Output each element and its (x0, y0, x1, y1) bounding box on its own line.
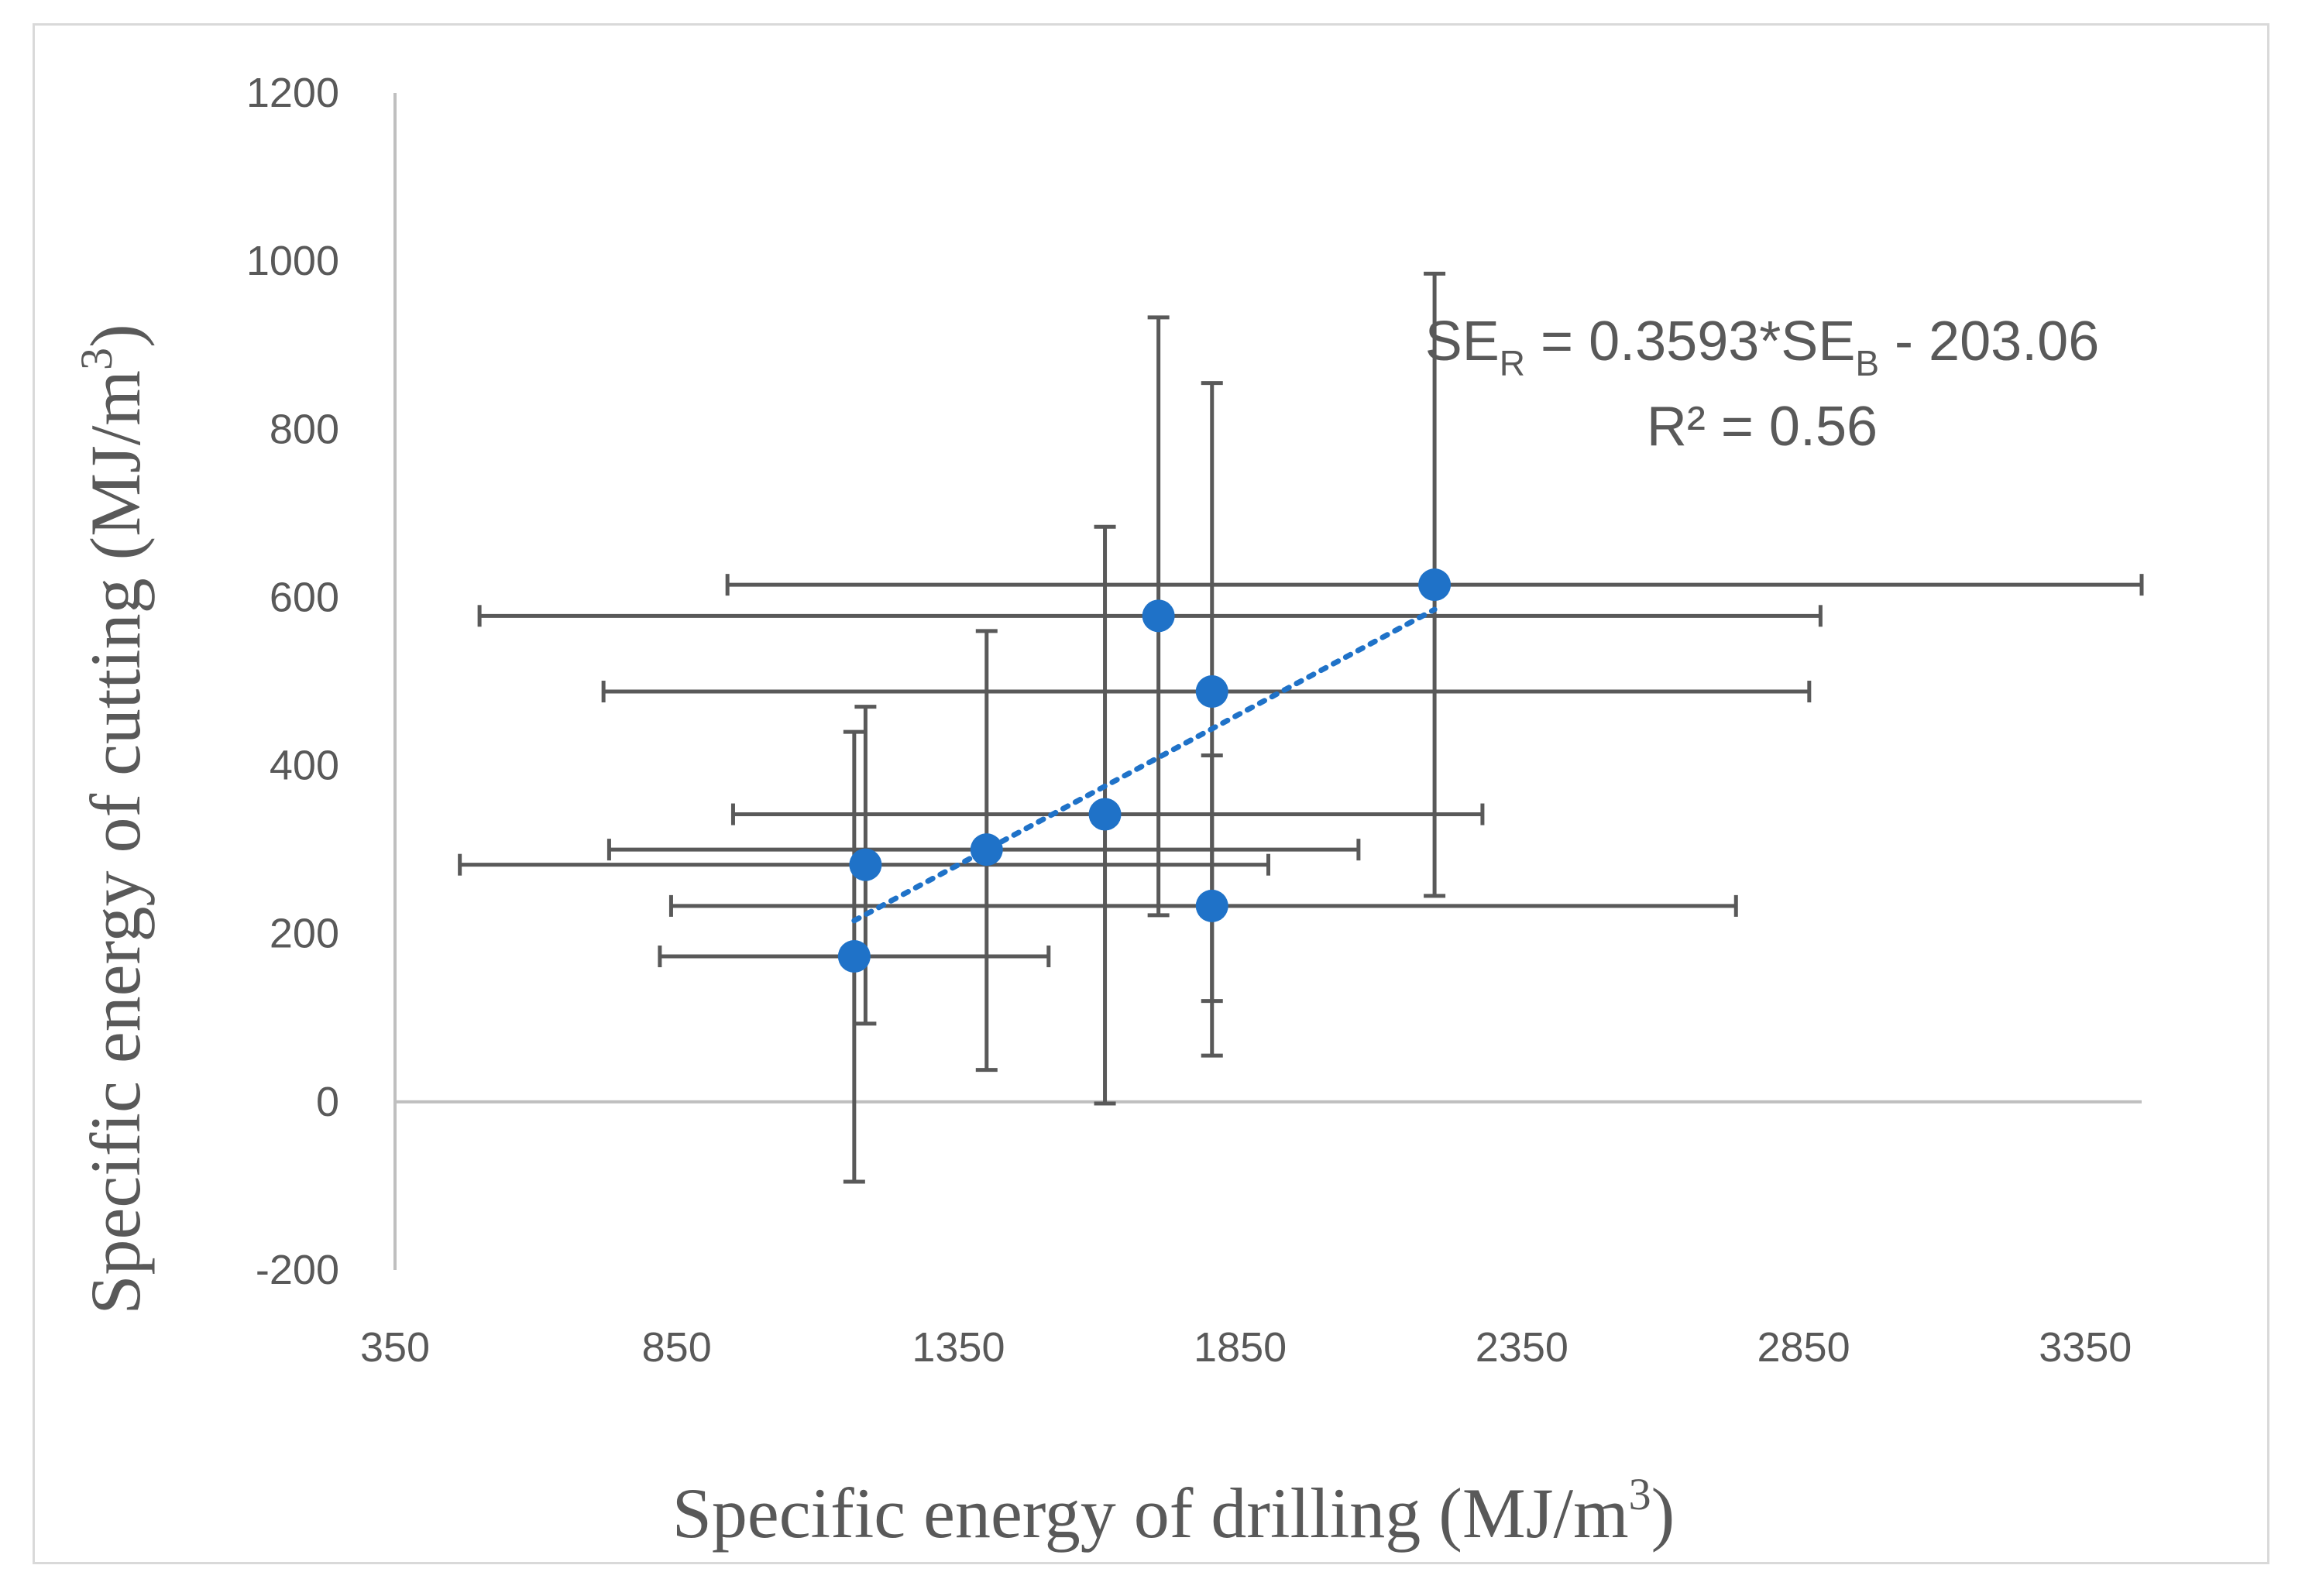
y-tick-label: 400 (270, 743, 339, 789)
y-tick-label: 200 (270, 911, 339, 957)
x-tick-label: 1350 (912, 1324, 1005, 1371)
r-squared-label: R² = 0.56 (1647, 396, 1878, 458)
x-axis-title: Specific energy of drilling (MJ/m3) (672, 1469, 1675, 1553)
axes (393, 93, 2142, 1270)
y-axis-title: Specific energy of cutting (MJ/m3) (71, 324, 155, 1314)
data-point (1195, 889, 1228, 922)
x-tick-label: 350 (360, 1324, 430, 1371)
equation-label: SER = 0.3593*SEB - 203.06 (1425, 311, 2100, 383)
x-tick-label: 3350 (2039, 1324, 2132, 1371)
data-point (970, 833, 1003, 867)
trendline-group (851, 606, 1438, 924)
y-tick-label: 0 (316, 1079, 339, 1125)
x-tick-label: 2350 (1476, 1324, 1568, 1371)
chart-frame (33, 23, 2269, 1564)
y-tick-label: 800 (270, 406, 339, 452)
data-points (837, 568, 1452, 973)
data-point (849, 848, 882, 881)
y-tick-label: 600 (270, 574, 339, 620)
x-tick-label: 2850 (1757, 1324, 1850, 1371)
data-point (1195, 675, 1228, 709)
y-tick-label: 1200 (246, 70, 339, 116)
data-point (1088, 798, 1122, 831)
data-point (1418, 568, 1452, 602)
error-bars (458, 271, 2144, 1184)
tick-labels: -200 0 200 400 600 800 1000 1200 350 850 1350 1850 2… (246, 70, 2132, 1371)
trendline (851, 606, 1438, 924)
y-tick-label: 1000 (246, 238, 339, 284)
data-point (837, 940, 871, 973)
y-tick-label: -200 (256, 1247, 339, 1293)
x-tick-label: 1850 (1194, 1324, 1287, 1371)
data-point (1142, 599, 1175, 633)
x-tick-label: 850 (642, 1324, 712, 1371)
